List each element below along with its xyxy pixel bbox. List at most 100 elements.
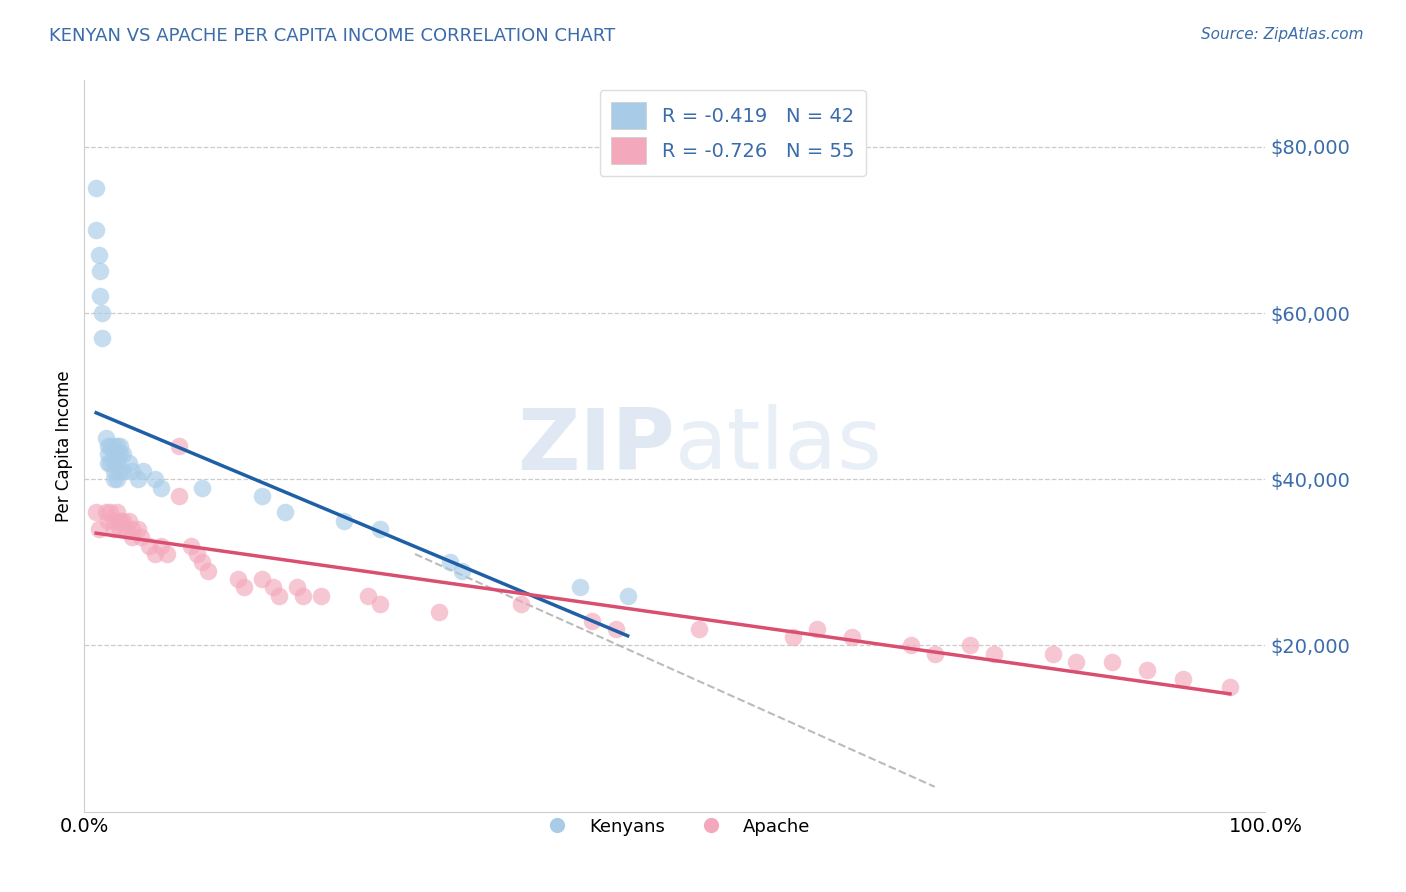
Point <box>84 181 107 195</box>
Point <box>89 264 111 278</box>
Point <box>108 447 131 461</box>
Point <box>368 597 391 611</box>
Point <box>103 447 125 461</box>
Point <box>451 564 474 578</box>
Point <box>97 456 120 470</box>
Point <box>127 522 149 536</box>
Point <box>782 630 804 644</box>
Point <box>250 489 273 503</box>
Text: ZIP: ZIP <box>517 404 675 488</box>
Text: atlas: atlas <box>675 404 883 488</box>
Point <box>112 447 135 461</box>
Point <box>108 522 131 536</box>
Point <box>806 622 828 636</box>
Point <box>150 539 173 553</box>
Point <box>118 514 141 528</box>
Point <box>143 547 166 561</box>
Point <box>186 547 208 561</box>
Point <box>959 639 981 653</box>
Y-axis label: Per Capita Income: Per Capita Income <box>55 370 73 522</box>
Point <box>333 514 356 528</box>
Point <box>274 506 297 520</box>
Point <box>232 580 254 594</box>
Point <box>368 522 391 536</box>
Point <box>1136 664 1159 678</box>
Point <box>688 622 710 636</box>
Point <box>97 447 120 461</box>
Point <box>616 589 638 603</box>
Point <box>108 514 131 528</box>
Point <box>285 580 308 594</box>
Point <box>94 506 117 520</box>
Point <box>581 614 603 628</box>
Point <box>1042 647 1064 661</box>
Point <box>191 555 214 569</box>
Point <box>103 522 125 536</box>
Point <box>98 439 121 453</box>
Point <box>97 514 120 528</box>
Point <box>309 589 332 603</box>
Point <box>112 514 135 528</box>
Point <box>103 439 125 453</box>
Point <box>108 439 131 453</box>
Point <box>191 481 214 495</box>
Point <box>118 456 141 470</box>
Point <box>900 639 922 653</box>
Point <box>197 564 219 578</box>
Point <box>427 605 450 619</box>
Point <box>87 248 110 262</box>
Point <box>250 572 273 586</box>
Point <box>121 522 143 536</box>
Point <box>108 464 131 478</box>
Point <box>103 472 125 486</box>
Point <box>87 522 110 536</box>
Point <box>1219 680 1241 694</box>
Point <box>84 506 107 520</box>
Point <box>1066 655 1088 669</box>
Point <box>180 539 202 553</box>
Point <box>121 464 143 478</box>
Point <box>107 472 129 486</box>
Point <box>1101 655 1123 669</box>
Point <box>97 439 120 453</box>
Point <box>291 589 314 603</box>
Point <box>983 647 1005 661</box>
Point <box>262 580 284 594</box>
Point <box>103 456 125 470</box>
Point <box>91 306 114 320</box>
Point <box>114 522 136 536</box>
Point <box>107 447 129 461</box>
Point <box>1171 672 1194 686</box>
Point <box>89 289 111 303</box>
Point <box>269 589 291 603</box>
Text: Source: ZipAtlas.com: Source: ZipAtlas.com <box>1201 27 1364 42</box>
Point <box>569 580 592 594</box>
Point <box>129 530 152 544</box>
Point <box>167 439 190 453</box>
Point <box>103 464 125 478</box>
Point <box>150 481 173 495</box>
Point <box>84 223 107 237</box>
Point <box>107 506 129 520</box>
Point <box>98 506 121 520</box>
Text: KENYAN VS APACHE PER CAPITA INCOME CORRELATION CHART: KENYAN VS APACHE PER CAPITA INCOME CORRE… <box>49 27 616 45</box>
Point <box>357 589 380 603</box>
Point <box>143 472 166 486</box>
Legend: Kenyans, Apache: Kenyans, Apache <box>531 811 818 843</box>
Point <box>91 331 114 345</box>
Point <box>112 464 135 478</box>
Point <box>226 572 249 586</box>
Point <box>924 647 946 661</box>
Point <box>94 431 117 445</box>
Point <box>98 456 121 470</box>
Point <box>132 464 155 478</box>
Point <box>439 555 461 569</box>
Point <box>138 539 160 553</box>
Point <box>107 439 129 453</box>
Point <box>127 472 149 486</box>
Point <box>121 530 143 544</box>
Point <box>156 547 179 561</box>
Point <box>605 622 627 636</box>
Point <box>107 456 129 470</box>
Point <box>510 597 533 611</box>
